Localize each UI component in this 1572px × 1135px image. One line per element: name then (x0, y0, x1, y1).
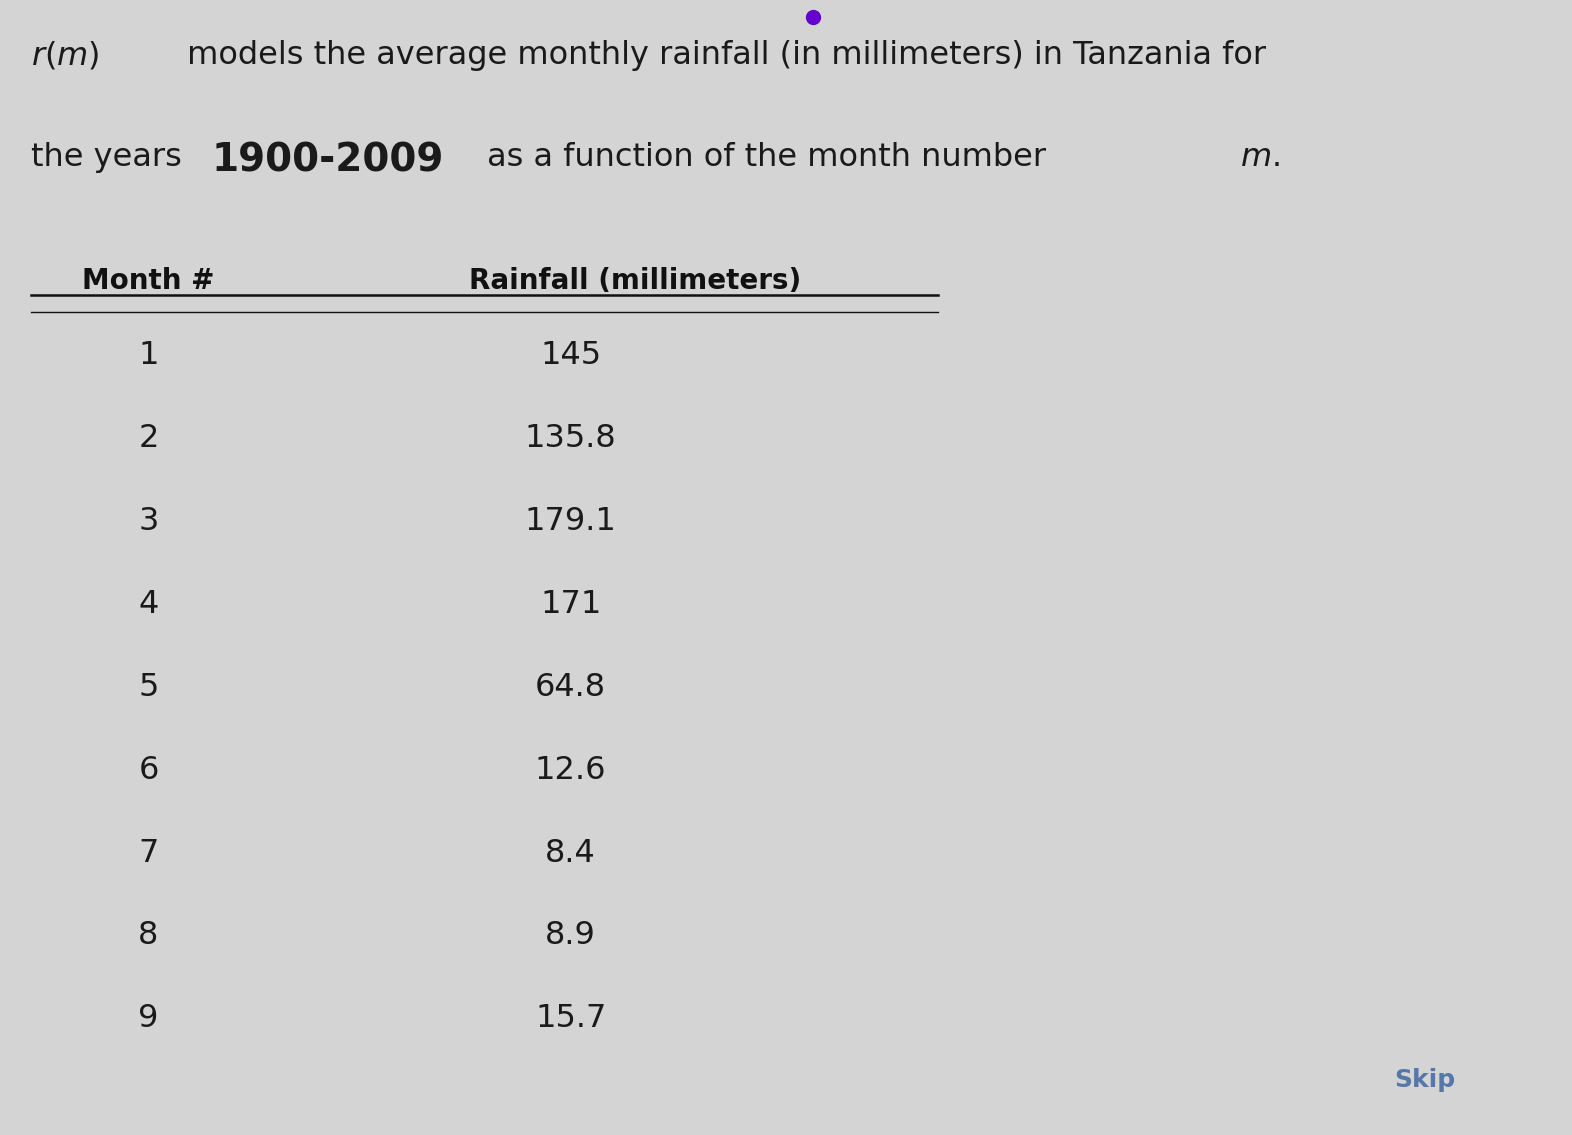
Text: as a function of the month number: as a function of the month number (476, 142, 1056, 173)
Text: 4: 4 (138, 589, 159, 620)
Text: Rainfall (millimeters): Rainfall (millimeters) (468, 267, 802, 295)
Text: 179.1: 179.1 (525, 506, 616, 537)
Text: models the average monthly rainfall (in millimeters) in Tanzania for: models the average monthly rainfall (in … (176, 40, 1265, 70)
Text: 1900-2009: 1900-2009 (211, 142, 443, 179)
Text: 8.9: 8.9 (545, 920, 596, 951)
Text: $m.$: $m.$ (1240, 142, 1280, 173)
Text: 171: 171 (541, 589, 602, 620)
Text: 6: 6 (138, 755, 159, 785)
Text: Month #: Month # (82, 267, 215, 295)
Text: Skip: Skip (1394, 1068, 1456, 1092)
Text: 145: 145 (541, 340, 601, 371)
Text: 64.8: 64.8 (534, 672, 607, 703)
Text: 135.8: 135.8 (525, 423, 616, 454)
Text: the years: the years (31, 142, 192, 173)
Text: 2: 2 (138, 423, 159, 454)
Text: 12.6: 12.6 (534, 755, 607, 785)
Text: 8.4: 8.4 (545, 838, 596, 868)
Text: 8: 8 (138, 920, 159, 951)
Text: 7: 7 (138, 838, 159, 868)
Text: 3: 3 (138, 506, 159, 537)
Text: 15.7: 15.7 (534, 1003, 607, 1034)
Text: 9: 9 (138, 1003, 159, 1034)
Text: 1: 1 (138, 340, 159, 371)
Text: 5: 5 (138, 672, 159, 703)
Text: $r(m)$: $r(m)$ (31, 40, 99, 72)
